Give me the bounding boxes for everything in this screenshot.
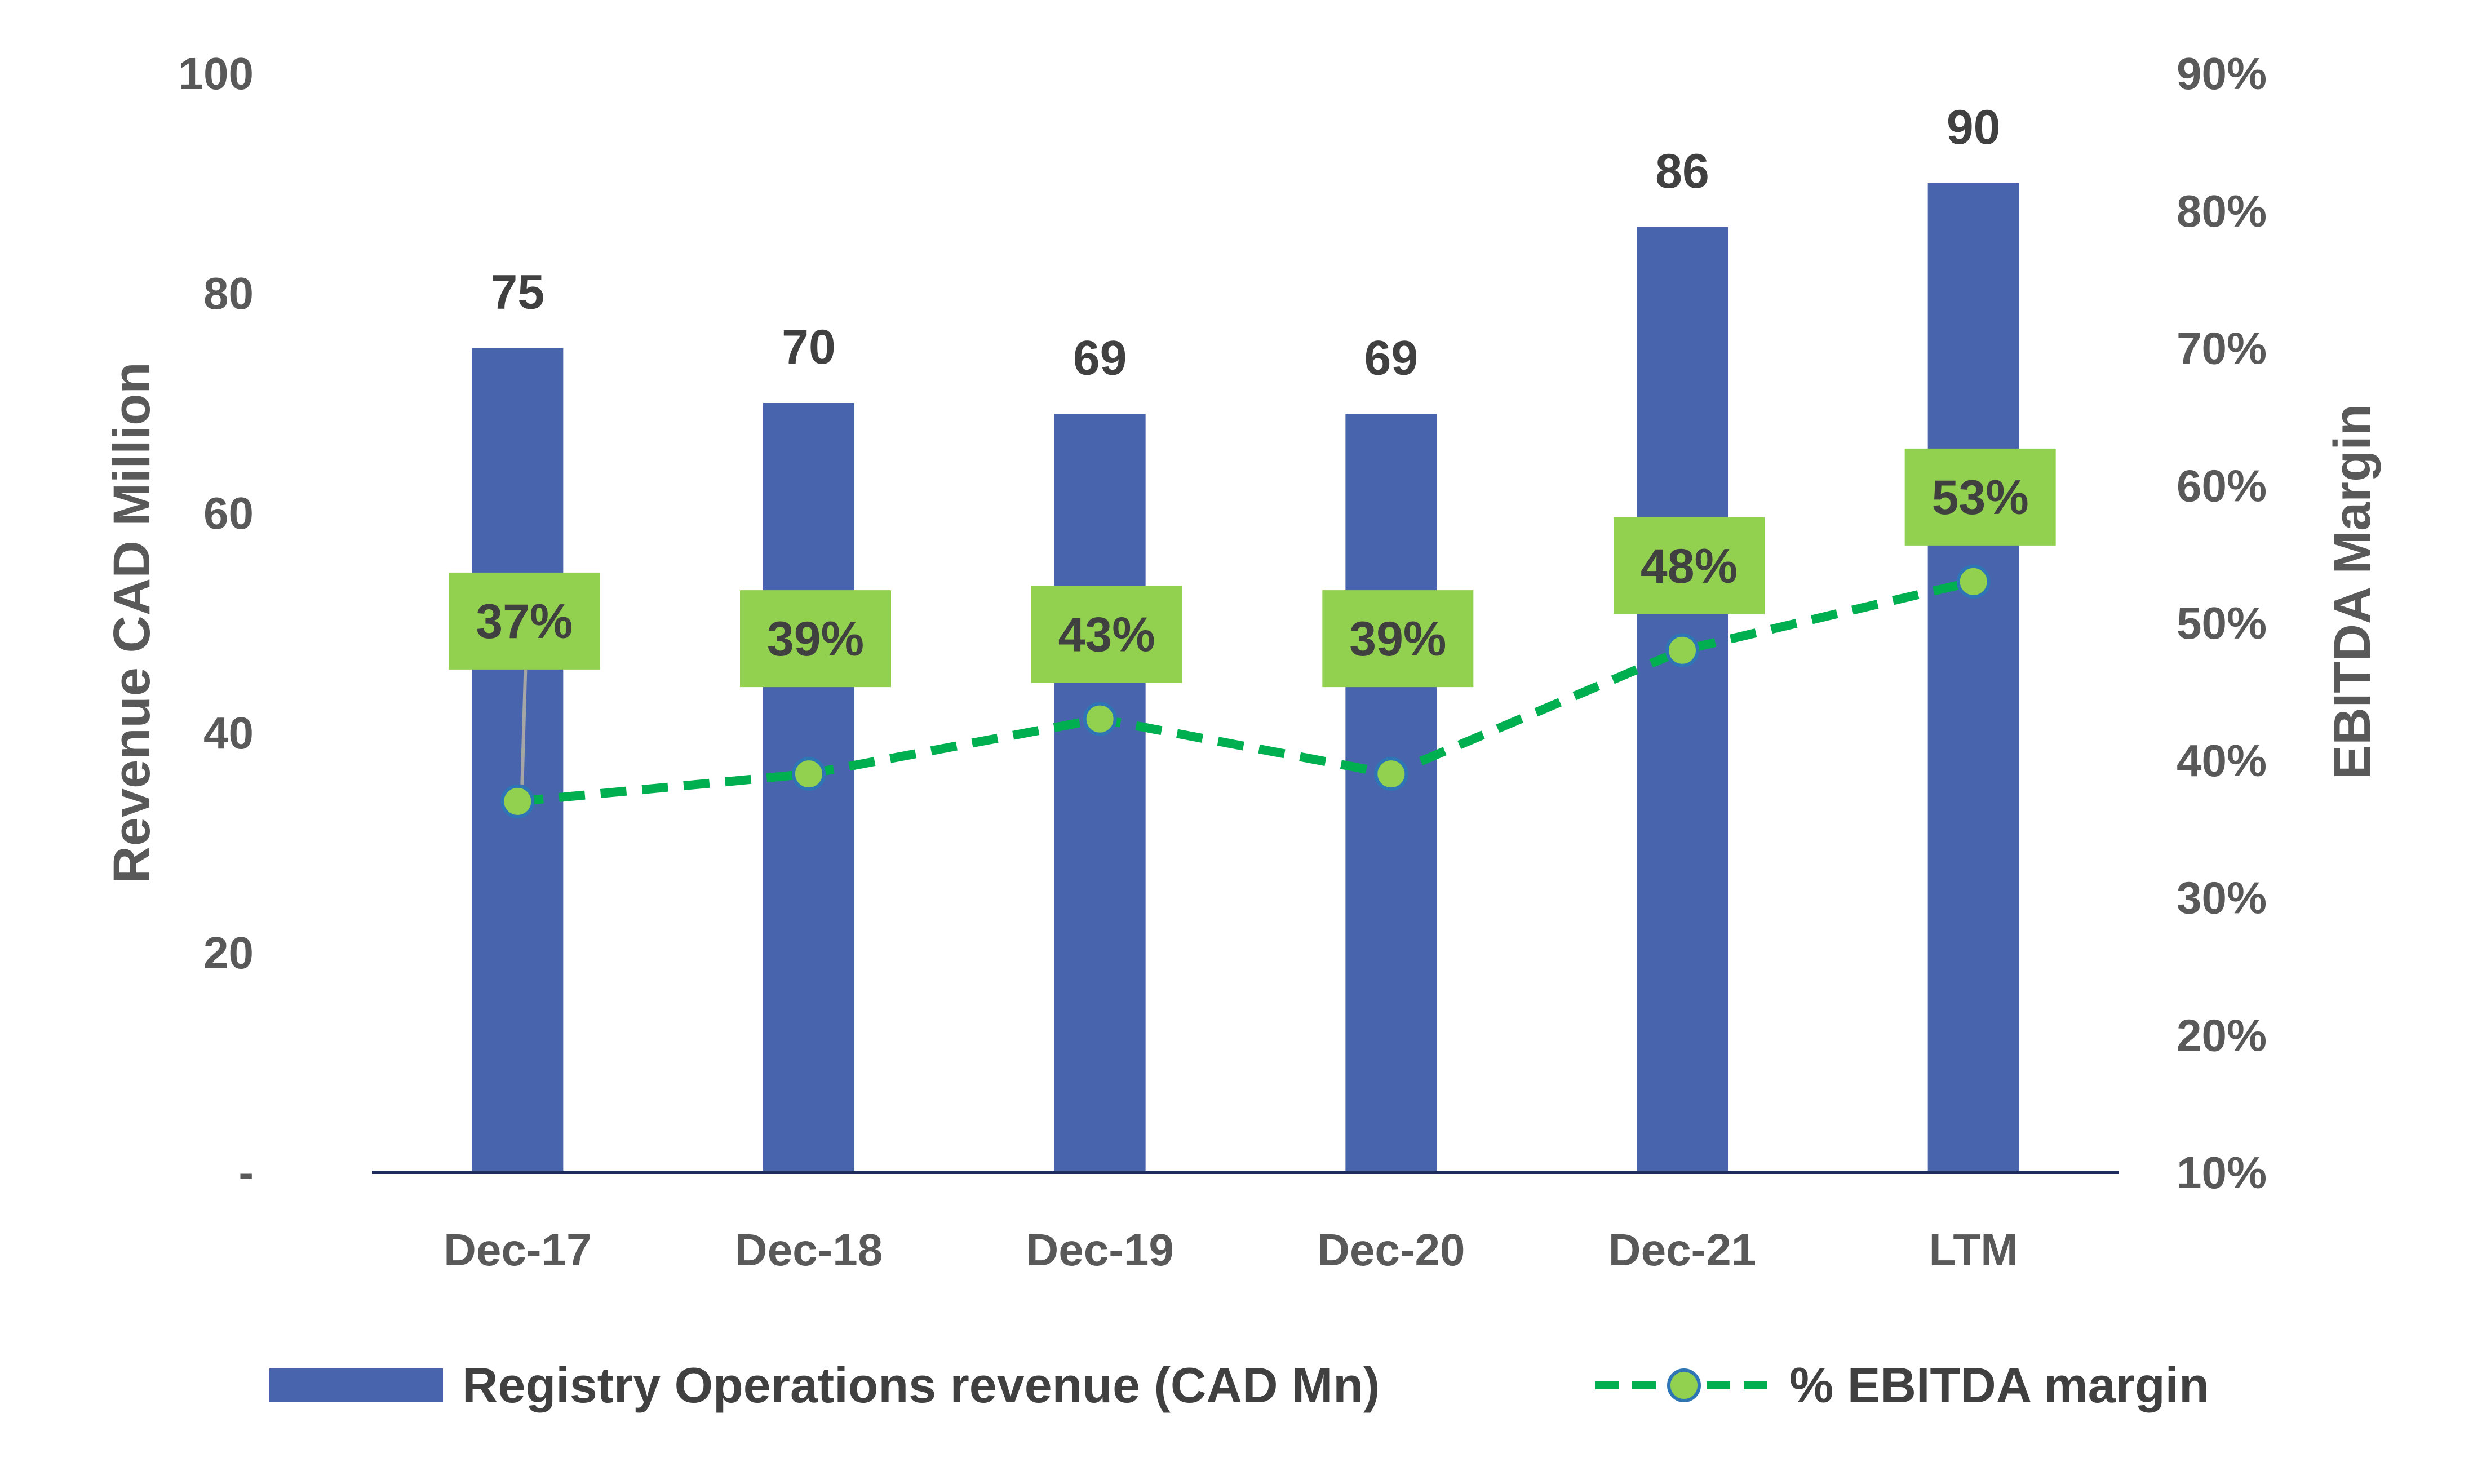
y2-tick-label: 30% xyxy=(2177,873,2267,923)
bar-value-label: 75 xyxy=(490,265,544,320)
y-tick-label: - xyxy=(238,1148,254,1198)
bar-dec-21 xyxy=(1637,227,1728,1172)
bar-dec-19 xyxy=(1054,414,1146,1172)
y2-tick-label: 40% xyxy=(2177,736,2267,786)
margin-label-box xyxy=(449,572,600,670)
bar-value-label: 69 xyxy=(1073,331,1127,386)
margin-point xyxy=(500,784,535,818)
y-tick-label: 100 xyxy=(179,48,254,99)
y2-tick-label: 80% xyxy=(2177,186,2267,236)
y2-tick-label: 20% xyxy=(2177,1010,2267,1060)
bar-value-label: 69 xyxy=(1364,331,1418,386)
margin-value-label: 39% xyxy=(767,612,864,666)
margin-point xyxy=(1665,633,1699,667)
legend-bar-swatch xyxy=(269,1368,443,1402)
margin-value-label: 39% xyxy=(1349,612,1446,666)
margin-label-box xyxy=(1614,517,1765,614)
margin-label-box xyxy=(1904,448,2056,546)
x-tick-label: LTM xyxy=(1929,1225,2018,1275)
margin-value-label: 43% xyxy=(1058,608,1155,662)
x-tick-label: Dec-19 xyxy=(1026,1225,1173,1275)
y2-tick-label: 90% xyxy=(2177,48,2267,99)
y-tick-label: 20 xyxy=(203,928,254,978)
margin-label-box xyxy=(1322,590,1474,688)
x-tick-label: Dec-20 xyxy=(1317,1225,1465,1275)
y2-tick-label: 50% xyxy=(2177,598,2267,648)
y2-tick-label: 70% xyxy=(2177,324,2267,374)
y2-tick-label: 10% xyxy=(2177,1148,2267,1198)
bar-value-label: 70 xyxy=(782,320,836,374)
y-axis-title: Revenue CAD Million xyxy=(103,362,161,883)
x-tick-label: Dec-17 xyxy=(444,1225,591,1275)
x-tick-label: Dec-18 xyxy=(735,1225,883,1275)
y-tick-label: 80 xyxy=(203,268,254,318)
bar-dec-20 xyxy=(1345,414,1437,1172)
y-tick-label: 40 xyxy=(203,708,254,758)
legend-line-marker xyxy=(1667,1368,1701,1402)
bar-ltm xyxy=(1927,183,2019,1172)
bar-dec-17 xyxy=(472,348,564,1172)
margin-label-box xyxy=(1031,586,1182,683)
bar-value-label: 86 xyxy=(1655,144,1709,198)
margin-point xyxy=(1956,564,1991,599)
margin-value-label: 53% xyxy=(1932,471,2029,525)
x-tick-label: Dec-21 xyxy=(1608,1225,1756,1275)
y2-axis-title: EBITDA Margin xyxy=(2324,404,2381,779)
margin-value-label: 48% xyxy=(1641,539,1738,593)
label-leader-line xyxy=(520,669,528,785)
margin-value-label: 37% xyxy=(476,595,573,649)
y-tick-label: 60 xyxy=(203,488,254,538)
ebitda-margin-line xyxy=(517,577,1975,806)
margin-point xyxy=(1374,757,1408,791)
margin-point xyxy=(1083,702,1117,736)
bar-value-label: 90 xyxy=(1947,100,2001,154)
margin-label-box xyxy=(740,590,891,688)
margin-point xyxy=(792,757,826,791)
legend-bar-label: Registry Operations revenue (CAD Mn) xyxy=(462,1357,1380,1413)
legend-line-label: % EBITDA margin xyxy=(1789,1357,2209,1413)
y2-tick-label: 60% xyxy=(2177,460,2267,511)
